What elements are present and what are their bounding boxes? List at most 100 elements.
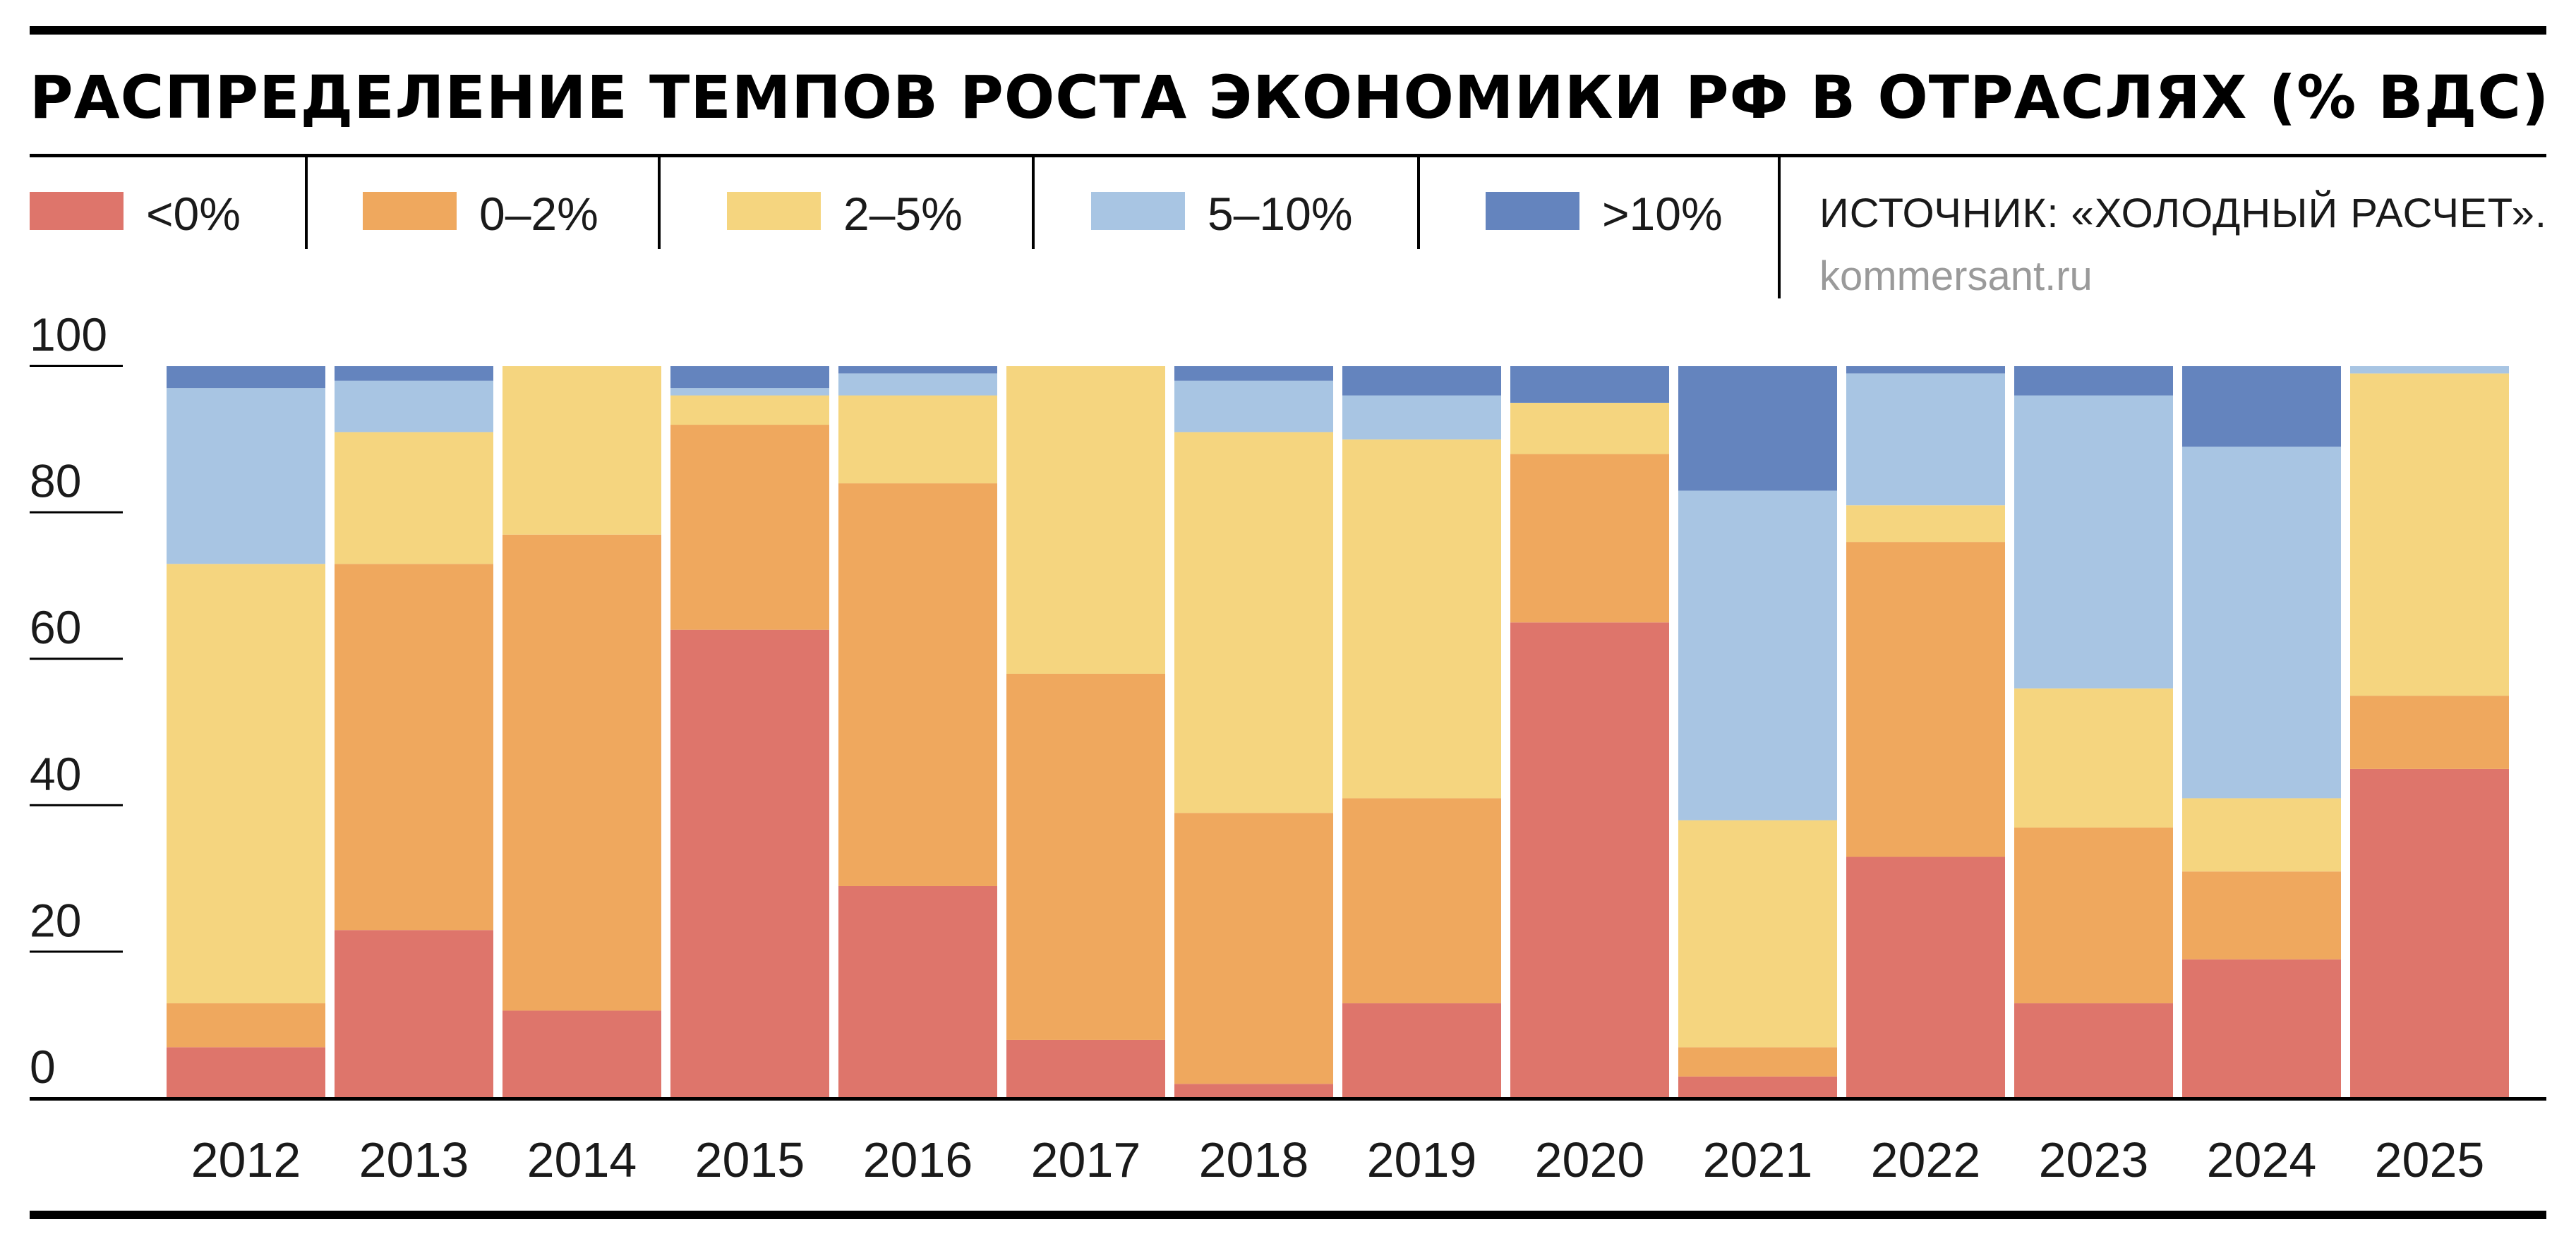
x-tick-label-2021: 2021: [1703, 1132, 1813, 1187]
bar-segment-2021-4: [1678, 366, 1837, 491]
bar-segment-2022-3: [1846, 373, 2005, 506]
bar-segment-2024-0: [2182, 959, 2341, 1098]
bar-segment-2014-0: [502, 1010, 661, 1098]
source-note: ИСТОЧНИК: «ХОЛОДНЫЙ РАСЧЕТ».: [1819, 190, 2548, 236]
legend-separator: [658, 154, 661, 249]
y-tick-label: 100: [30, 308, 107, 361]
legend-label-0-2: 0–2%: [479, 188, 598, 240]
legend-label-over-10: >10%: [1602, 188, 1723, 240]
bar-segment-2012-2: [167, 564, 325, 1004]
bar-segment-2019-0: [1342, 1003, 1501, 1098]
bar-segment-2025-0: [2350, 768, 2509, 1098]
legend-separator: [305, 154, 308, 249]
legend-separator: [1778, 154, 1781, 298]
bar-segment-2018-3: [1174, 380, 1333, 432]
x-axis-line: [30, 1097, 2546, 1101]
bar-segment-2020-4: [1510, 366, 1669, 403]
bar-segment-2012-4: [167, 366, 325, 389]
bar-segment-2018-2: [1174, 432, 1333, 813]
bar-segment-2025-3: [2350, 366, 2509, 374]
bar-segment-2016-2: [838, 395, 997, 484]
bar-segment-2021-0: [1678, 1076, 1837, 1098]
legend-swatch-0-2: [363, 192, 457, 230]
legend-separator: [1032, 154, 1035, 249]
bar-segment-2017-2: [1006, 366, 1165, 674]
bar-segment-2016-3: [838, 373, 997, 396]
bar-segment-2022-1: [1846, 542, 2005, 857]
bottom-rule: [30, 1211, 2546, 1219]
bar-segment-2013-2: [335, 432, 493, 564]
y-tick-label: 80: [30, 455, 81, 507]
bar-segment-2014-1: [502, 534, 661, 1011]
bar-segment-2013-1: [335, 564, 493, 931]
x-tick-label-2018: 2018: [1199, 1132, 1309, 1187]
bar-segment-2021-3: [1678, 490, 1837, 821]
x-tick-label-2012: 2012: [191, 1132, 301, 1187]
x-tick-label-2013: 2013: [359, 1132, 469, 1187]
header-divider: [30, 154, 2546, 157]
y-tick-mark: [30, 658, 123, 660]
legend-label-2-5: 2–5%: [843, 188, 963, 240]
bar-segment-2022-0: [1846, 856, 2005, 1098]
bar-segment-2019-1: [1342, 798, 1501, 1004]
bar-segment-2024-2: [2182, 798, 2341, 872]
x-tick-label-2025: 2025: [2375, 1132, 2485, 1187]
x-tick-label-2016: 2016: [863, 1132, 973, 1187]
site-credit: kommersant.ru: [1819, 253, 2093, 299]
bar-segment-2015-4: [670, 366, 829, 389]
y-tick-mark: [30, 365, 123, 367]
bar-segment-2017-1: [1006, 673, 1165, 1040]
bar-segment-2024-3: [2182, 447, 2341, 799]
bar-segment-2021-1: [1678, 1047, 1837, 1077]
bar-segment-2018-0: [1174, 1084, 1333, 1098]
y-tick-mark: [30, 804, 123, 806]
bar-segment-2015-3: [670, 388, 829, 396]
bar-segment-2015-1: [670, 425, 829, 630]
bar-segment-2015-0: [670, 629, 829, 1098]
y-tick-label: 60: [30, 601, 81, 653]
x-tick-label-2017: 2017: [1031, 1132, 1141, 1187]
legend-label-negative: <0%: [146, 188, 241, 240]
bar-segment-2016-4: [838, 366, 997, 374]
x-tick-label-2023: 2023: [2039, 1132, 2149, 1187]
legend-swatch-2-5: [727, 192, 821, 230]
bar-segment-2019-2: [1342, 439, 1501, 799]
bar-segment-2013-3: [335, 380, 493, 432]
y-tick-label: 0: [30, 1041, 56, 1093]
bar-segment-2020-1: [1510, 454, 1669, 623]
x-tick-label-2019: 2019: [1367, 1132, 1477, 1187]
bar-segment-2025-1: [2350, 696, 2509, 769]
y-tick-mark: [30, 950, 123, 953]
bar-segment-2018-4: [1174, 366, 1333, 381]
top-rule: [30, 26, 2546, 35]
bar-segment-2019-3: [1342, 395, 1501, 440]
legend-swatch-5-10: [1091, 192, 1185, 230]
legend-swatch-negative: [30, 192, 124, 230]
bar-segment-2012-1: [167, 1003, 325, 1048]
y-tick-label: 20: [30, 894, 81, 946]
bar-segment-2024-4: [2182, 366, 2341, 447]
legend-swatch-over-10: [1486, 192, 1579, 230]
bar-segment-2025-2: [2350, 373, 2509, 696]
x-tick-label-2020: 2020: [1535, 1132, 1645, 1187]
bar-segment-2023-1: [2014, 827, 2173, 1004]
bar-segment-2016-1: [838, 483, 997, 886]
y-tick-label: 40: [30, 748, 81, 800]
bar-segment-2022-2: [1846, 505, 2005, 543]
chart-title: РАСПРЕДЕЛЕНИЕ ТЕМПОВ РОСТА ЭКОНОМИКИ РФ …: [30, 63, 2550, 132]
bar-segment-2017-0: [1006, 1039, 1165, 1098]
bar-segment-2022-4: [1846, 366, 2005, 374]
bar-segment-2021-2: [1678, 820, 1837, 1048]
bar-segment-2014-2: [502, 366, 661, 535]
y-tick-mark: [30, 511, 123, 514]
bar-segment-2020-2: [1510, 402, 1669, 454]
bar-segment-2013-4: [335, 366, 493, 381]
bar-segment-2015-2: [670, 395, 829, 425]
bar-segment-2012-0: [167, 1047, 325, 1098]
x-tick-label-2015: 2015: [695, 1132, 805, 1187]
bar-segment-2019-4: [1342, 366, 1501, 396]
x-tick-label-2024: 2024: [2207, 1132, 2317, 1187]
bar-segment-2024-1: [2182, 871, 2341, 960]
bar-segment-2018-1: [1174, 813, 1333, 1084]
